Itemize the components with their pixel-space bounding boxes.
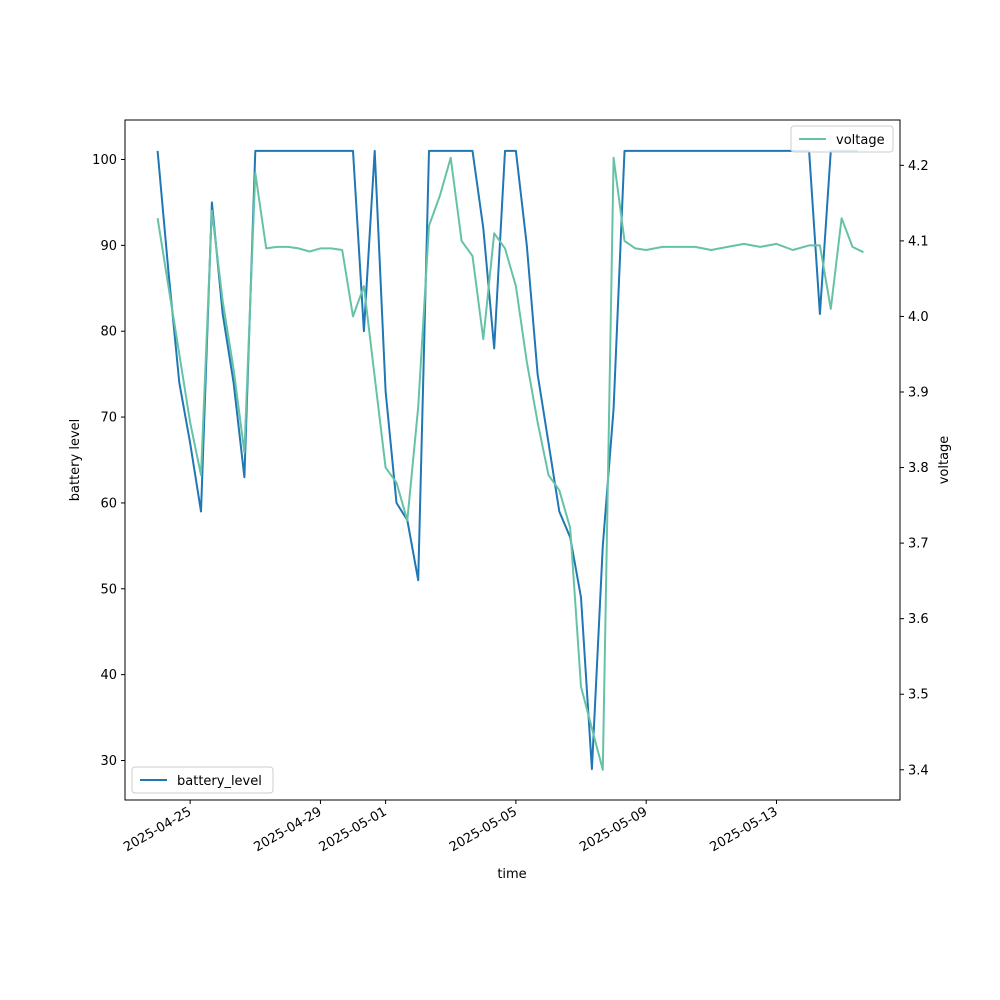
legend-battery-level: battery_level xyxy=(131,766,274,794)
right-tick-label: 3.7 xyxy=(908,537,929,552)
x-tick-label: 2025-05-01 xyxy=(317,804,390,855)
legend-voltage-label: voltage xyxy=(836,133,885,148)
legend-battery-level-label: battery_level xyxy=(177,774,262,789)
left-tick-label: 40 xyxy=(100,668,117,683)
left-tick-label: 60 xyxy=(100,496,117,511)
right-tick-label: 3.4 xyxy=(908,763,929,778)
right-tick-label: 4.2 xyxy=(908,159,929,174)
right-tick-label: 3.5 xyxy=(908,688,929,703)
left-axis-title: battery level xyxy=(68,419,83,502)
left-tick-label: 80 xyxy=(100,325,117,340)
right-tick-label: 3.9 xyxy=(908,386,929,401)
right-tick-label: 4.1 xyxy=(908,234,929,249)
right-axis-title: voltage xyxy=(937,436,952,485)
legend-battery-level-box xyxy=(131,766,274,794)
x-axis-title: time xyxy=(497,867,526,882)
plot-area xyxy=(125,120,900,800)
series-layer xyxy=(156,149,864,771)
right-axis-ticks: 3.4 3.5 3.6 3.7 3.8 3.9 4.0 4.1 4.2 xyxy=(900,159,929,778)
x-tick-label: 2025-04-25 xyxy=(121,804,194,855)
series-line-voltage xyxy=(156,156,864,771)
legend-voltage: voltage xyxy=(790,125,894,153)
x-tick-label: 2025-05-13 xyxy=(708,804,781,855)
left-tick-label: 70 xyxy=(100,411,117,426)
x-tick-label: 2025-05-05 xyxy=(447,804,520,855)
right-tick-label: 3.8 xyxy=(908,461,929,476)
right-tick-label: 4.0 xyxy=(908,310,929,325)
left-tick-label: 50 xyxy=(100,582,117,597)
x-tick-label: 2025-04-29 xyxy=(252,804,325,855)
right-tick-label: 3.6 xyxy=(908,612,929,627)
plot-frame xyxy=(124,119,901,801)
left-tick-label: 30 xyxy=(100,754,117,769)
x-tick-label: 2025-05-09 xyxy=(577,804,650,855)
legend-voltage-box xyxy=(790,125,894,153)
left-axis-ticks: 30 40 50 60 70 80 90 100 xyxy=(92,153,125,769)
left-tick-label: 100 xyxy=(92,153,117,168)
left-tick-label: 90 xyxy=(100,239,117,254)
